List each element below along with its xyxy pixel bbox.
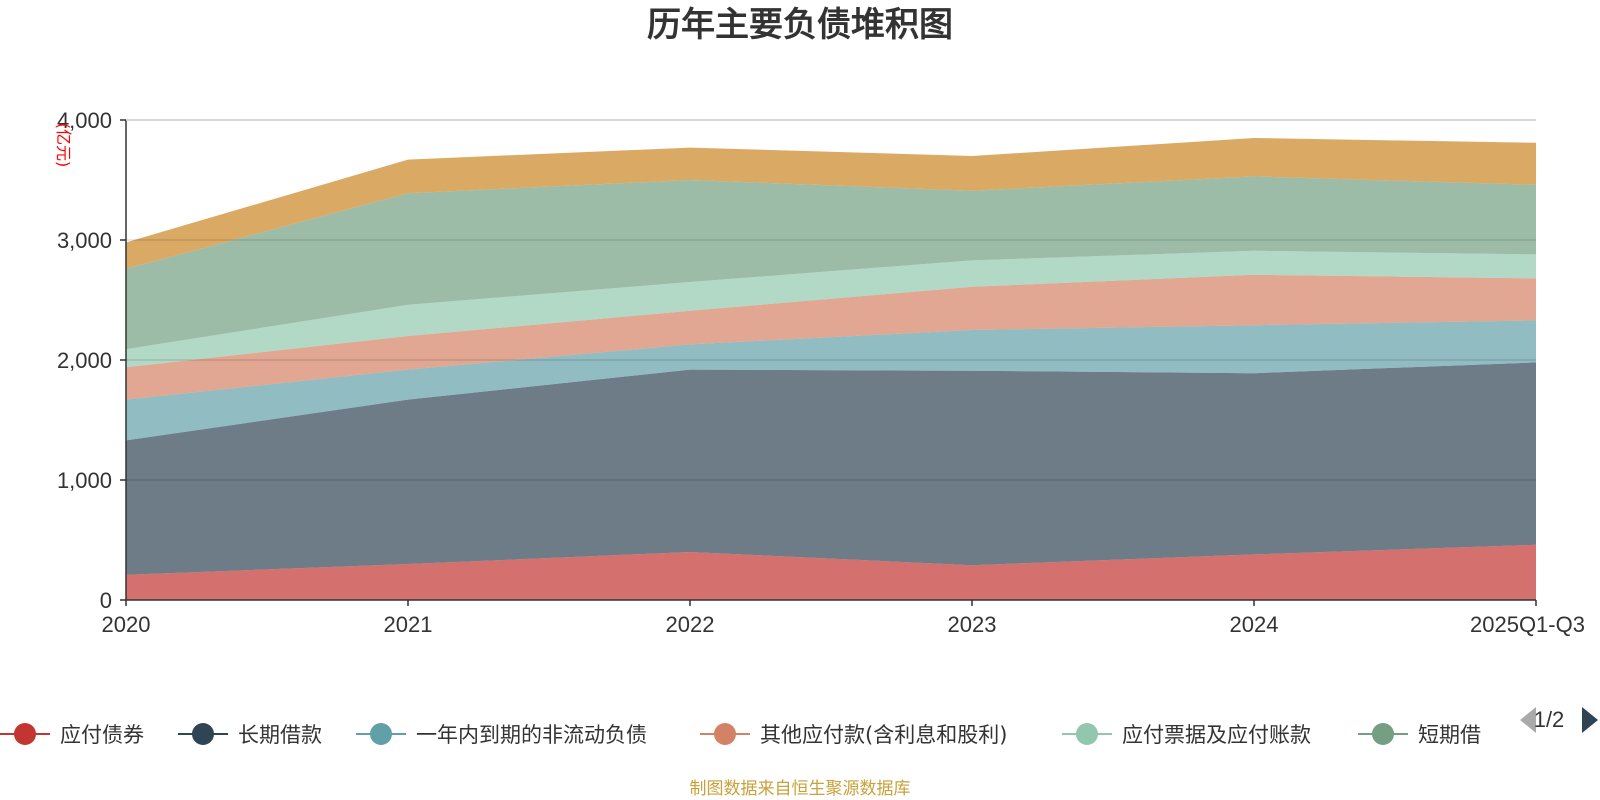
y-tick-label: 4,000 — [57, 108, 112, 133]
legend-marker-icon — [370, 723, 392, 745]
y-tick-label: 1,000 — [57, 468, 112, 493]
legend-marker-icon — [1372, 723, 1394, 745]
x-tick-label: 2025Q1-Q3 — [1470, 612, 1585, 637]
x-tick-label: 2021 — [384, 612, 433, 637]
legend-item-2[interactable]: 一年内到期的非流动负债 — [356, 723, 647, 747]
area-series-2 — [126, 320, 1536, 441]
legend-label: 一年内到期的非流动负债 — [416, 723, 647, 747]
area-series-4 — [126, 250, 1536, 368]
legend-label: 长期借款 — [238, 723, 322, 747]
legend-item-0[interactable]: 应付债券 — [0, 723, 144, 747]
x-tick-label: 2020 — [102, 612, 151, 637]
legend-page-number: 1/2 — [1534, 707, 1565, 732]
y-tick-label: 0 — [100, 588, 112, 613]
legend-label: 应付票据及应付账款 — [1122, 723, 1311, 747]
legend-item-1[interactable]: 长期借款 — [178, 723, 322, 747]
legend-prev-icon[interactable] — [1520, 707, 1536, 733]
axes: 0 1,000 2,000 3,000 4,000 2020 2021 2022 2023 202… — [57, 108, 1585, 637]
legend-label: 短期借 — [1418, 723, 1481, 747]
y-unit-label: (亿元) — [54, 123, 73, 168]
legend-pager: 1/2 — [1520, 707, 1598, 733]
x-tick-label: 2022 — [666, 612, 715, 637]
legend-label: 其他应付款(含利息和股利) — [760, 723, 1007, 747]
chart-title: 历年主要负债堆积图 — [647, 5, 953, 45]
data-source-note: 制图数据来自恒生聚源数据库 — [690, 779, 911, 799]
grid-lines — [126, 119, 1536, 481]
legend-marker-icon — [1076, 723, 1098, 745]
y-tick-label: 3,000 — [57, 228, 112, 253]
y-tick-label: 2,000 — [57, 348, 112, 373]
x-tick-label: 2024 — [1230, 612, 1279, 637]
legend: 应付债券 长期借款 一年内到期的非流动负债 其他应付款(含利息和股利) 应付票据及应付账… — [0, 723, 1481, 747]
x-tick-label: 2023 — [948, 612, 997, 637]
area-series-6 — [126, 138, 1536, 269]
area-series — [126, 138, 1536, 600]
area-series-5 — [126, 176, 1536, 350]
legend-marker-icon — [192, 723, 214, 745]
legend-marker-icon — [714, 723, 736, 745]
legend-item-5[interactable]: 短期借 — [1358, 723, 1481, 747]
legend-next-icon[interactable] — [1582, 707, 1598, 733]
legend-item-4[interactable]: 应付票据及应付账款 — [1062, 723, 1311, 747]
area-series-0 — [126, 544, 1536, 600]
area-series-1 — [126, 362, 1536, 575]
legend-item-3[interactable]: 其他应付款(含利息和股利) — [700, 723, 1007, 747]
area-series-3 — [126, 274, 1536, 400]
legend-marker-icon — [14, 723, 36, 745]
legend-label: 应付债券 — [60, 723, 144, 747]
